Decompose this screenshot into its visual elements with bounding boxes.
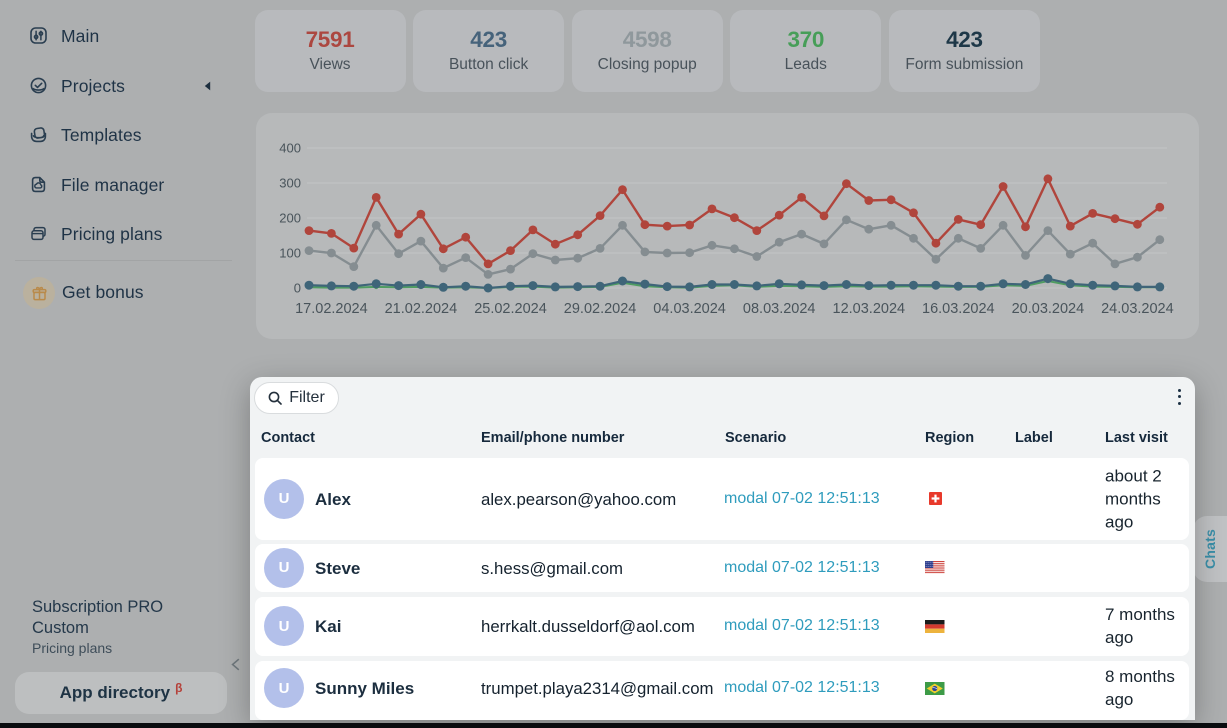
svg-text:25.02.2024: 25.02.2024 xyxy=(474,301,547,317)
svg-text:29.02.2024: 29.02.2024 xyxy=(564,301,637,317)
svg-text:04.03.2024: 04.03.2024 xyxy=(653,301,726,317)
svg-text:16.03.2024: 16.03.2024 xyxy=(922,301,995,317)
svg-text:200: 200 xyxy=(279,211,301,226)
svg-text:21.02.2024: 21.02.2024 xyxy=(385,301,458,317)
svg-text:08.03.2024: 08.03.2024 xyxy=(743,301,816,317)
svg-text:100: 100 xyxy=(279,246,301,261)
svg-text:300: 300 xyxy=(279,176,301,191)
svg-text:24.03.2024: 24.03.2024 xyxy=(1101,301,1174,317)
svg-text:400: 400 xyxy=(279,141,301,156)
svg-text:20.03.2024: 20.03.2024 xyxy=(1012,301,1085,317)
svg-text:0: 0 xyxy=(294,281,301,296)
svg-text:17.02.2024: 17.02.2024 xyxy=(295,301,368,317)
svg-text:12.03.2024: 12.03.2024 xyxy=(833,301,906,317)
